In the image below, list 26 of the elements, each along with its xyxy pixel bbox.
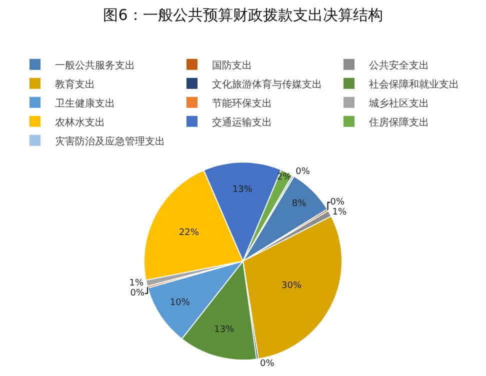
data-label: 0% xyxy=(130,288,145,298)
chart-title: 图6：一般公共预算财政拨款支出决算结构 xyxy=(103,6,383,24)
legend-label: 农林水支出 xyxy=(55,116,105,128)
legend-label: 国防支出 xyxy=(212,59,252,72)
legend-label: 公共安全支出 xyxy=(369,59,429,72)
data-label: 13% xyxy=(214,324,235,335)
legend-label: 灾害防治及应急管理支出 xyxy=(55,135,165,148)
legend-label: 住房保障支出 xyxy=(369,116,429,128)
data-label: 13% xyxy=(232,184,253,195)
legend-label: 教育支出 xyxy=(55,78,95,90)
legend-label: 节能环保支出 xyxy=(212,97,272,110)
data-label: 30% xyxy=(282,280,302,291)
data-label: 0% xyxy=(260,358,275,369)
data-label: 1% xyxy=(129,278,144,288)
legend-label: 一般公共服务支出 xyxy=(55,59,135,72)
legend-label: 文化旅游体育与传媒支出 xyxy=(212,78,322,90)
legend-label: 卫生健康支出 xyxy=(55,97,115,110)
data-label: 8% xyxy=(292,199,307,210)
data-label: 0% xyxy=(330,197,345,208)
data-label: 22% xyxy=(178,228,200,238)
legend-label: 交通运输支出 xyxy=(212,116,272,128)
data-label: 0% xyxy=(296,167,310,178)
legend-label: 社会保障和就业支出 xyxy=(369,78,459,90)
legend-label: 城乡社区支出 xyxy=(368,97,429,110)
data-label: 10% xyxy=(170,298,190,308)
data-label: 1% xyxy=(332,207,348,218)
